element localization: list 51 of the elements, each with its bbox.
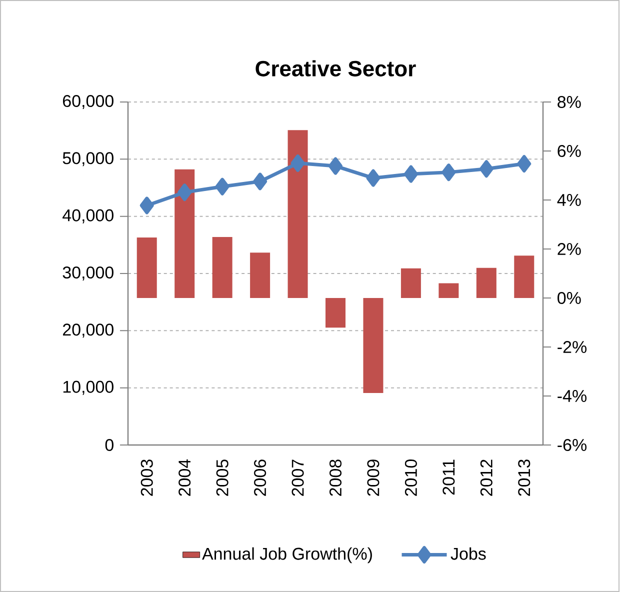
x-tick-label: 2006 [254, 460, 266, 496]
x-tick-label: 2012 [480, 460, 492, 496]
y-tick-label: 60,000 [63, 94, 114, 110]
y2-tick-label: 8% [558, 96, 581, 108]
y-tick-label: 40,000 [62, 209, 114, 224]
y2-tick-label: 0% [558, 292, 581, 304]
point [517, 154, 532, 172]
point [140, 196, 154, 214]
bar [400, 268, 421, 298]
bar [438, 283, 459, 298]
bar [514, 256, 534, 298]
point [366, 169, 380, 187]
y-tick-label: 50,000 [62, 152, 114, 166]
point [479, 160, 494, 178]
x-tick-label: 2005 [216, 460, 228, 496]
bar [250, 252, 270, 298]
point [442, 164, 456, 182]
x-tick-label: 2004 [178, 459, 191, 496]
x-tick-label: 2008 [329, 460, 342, 496]
y2-tick-label: -4% [558, 390, 586, 402]
x-tick-label: 2003 [140, 460, 153, 496]
bar [136, 237, 157, 298]
y2-tick-label: 6% [558, 144, 581, 158]
y-tick-label: 10,000 [63, 380, 114, 395]
y-tick-label: 30,000 [62, 266, 114, 281]
x-tick-label: 2009 [367, 460, 380, 496]
bar [288, 130, 308, 298]
legend-label: Annual Job Growth(%) [202, 547, 372, 564]
point [253, 172, 268, 190]
point [404, 165, 418, 183]
bar [476, 268, 496, 298]
x-tick-label: 2007 [292, 460, 304, 496]
point [178, 184, 192, 202]
y2-tick-label: 2% [558, 243, 581, 255]
bar [174, 169, 195, 298]
y2-tick-label: -2% [558, 341, 586, 353]
bar [363, 298, 384, 394]
bar [326, 298, 346, 328]
x-tick-label: 2010 [404, 460, 417, 496]
y-tick-label: 20,000 [63, 324, 114, 338]
x-tick-label: 2011 [442, 460, 455, 495]
chart-title: Creative Sector [256, 60, 416, 76]
x-tick-label: 2013 [518, 460, 530, 496]
y2-tick-label: 4% [557, 194, 581, 206]
y-tick-label: 0 [105, 438, 114, 452]
point [215, 178, 230, 196]
point [328, 157, 343, 175]
legend-label: Jobs [450, 547, 486, 560]
point [290, 154, 305, 172]
y2-tick-label: -6% [558, 438, 586, 452]
bar [212, 236, 232, 298]
